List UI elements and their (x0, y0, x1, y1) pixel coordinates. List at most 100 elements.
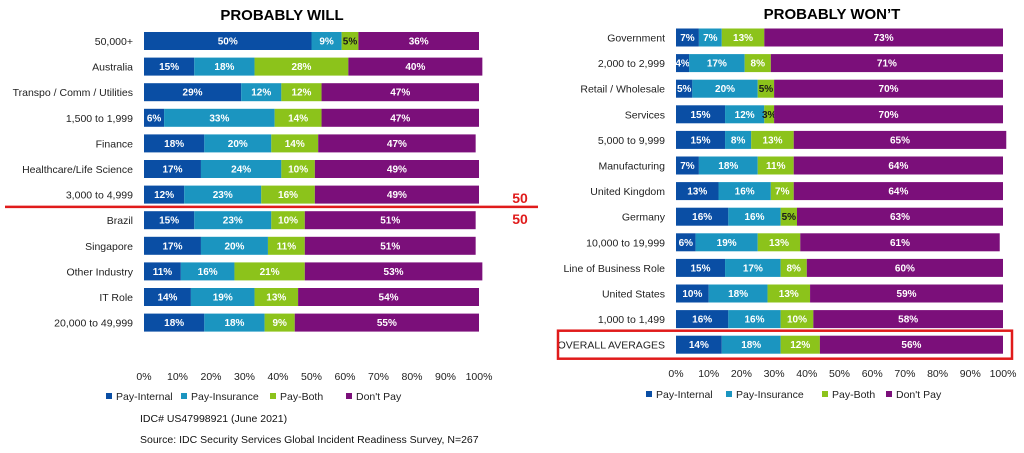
left-bar-row-brazil: Brazil 15% 23% 10% 51% (107, 211, 476, 230)
overall-averages-highlight-box (556, 329, 1014, 360)
data-label-dont-pay: 40% (405, 62, 425, 73)
data-label-pay-both: 12% (790, 340, 810, 351)
left-bar-row-healthcare-life-science: Healthcare/Life Science 17% 24% 10% 49% (22, 160, 479, 178)
bar-segment-pay-insurance (698, 28, 722, 47)
x-tick-label: 90% (960, 368, 981, 380)
category-label: Government (607, 33, 665, 45)
data-label-pay-insurance: 24% (231, 165, 251, 176)
data-label-dont-pay: 49% (387, 165, 407, 176)
left-chart-title: PROBABLY WILL (220, 7, 343, 24)
bar-segment-pay-both (751, 130, 794, 149)
legend-label-pay-insurance: Pay-Insurance (736, 389, 804, 401)
x-tick-label: 50% (301, 371, 322, 383)
left-bar-row-other-industry: Other Industry 11% 16% 21% 53% (66, 262, 483, 281)
x-tick-label: 90% (435, 371, 456, 383)
category-label: Services (625, 109, 665, 121)
data-label-pay-internal: 16% (692, 315, 712, 326)
bar-segment-pay-internal (144, 262, 181, 281)
bar-segment-pay-insurance (194, 211, 272, 230)
data-label-pay-internal: 4% (675, 59, 690, 70)
bar-segment-dont-pay (298, 288, 479, 306)
bar-segment-pay-insurance (689, 54, 745, 73)
data-label-pay-insurance: 16% (198, 267, 218, 278)
bar-segment-pay-insurance (204, 313, 265, 332)
data-label-pay-both: 5% (782, 212, 797, 223)
bar-segment-pay-insurance (718, 182, 771, 201)
bar-segment-pay-insurance (180, 262, 235, 281)
bar-segment-dont-pay (806, 258, 1003, 277)
data-label-pay-insurance: 17% (743, 263, 763, 274)
bar-segment-pay-insurance (241, 83, 282, 102)
left-bar-row-australia: Australia 15% 18% 28% 40% (92, 57, 483, 76)
bar-segment-pay-insurance (725, 258, 781, 277)
category-label: OVERALL AVERAGES (558, 340, 665, 352)
data-label-pay-both: 14% (288, 113, 308, 124)
data-label-pay-both: 3% (762, 110, 777, 121)
x-tick-label: 20% (731, 368, 752, 380)
data-label-pay-both: 21% (260, 267, 280, 278)
right-bar-row-overall-averages: OVERALL AVERAGES 14% 18% 12% 56% (558, 335, 1003, 354)
data-label-pay-both: 5% (343, 37, 358, 48)
data-label-pay-internal: 11% (153, 267, 173, 278)
category-label: United States (602, 289, 665, 301)
data-label-pay-both: 13% (733, 33, 753, 44)
data-label-pay-both: 9% (272, 318, 287, 329)
bar-segment-pay-internal (144, 108, 165, 127)
data-label-pay-internal: 16% (692, 212, 712, 223)
data-label-pay-internal: 14% (157, 293, 177, 304)
bar-segment-pay-both (780, 310, 814, 329)
data-label-pay-insurance: 9% (319, 37, 334, 48)
bar-segment-pay-internal (144, 211, 195, 230)
bar-segment-pay-insurance (190, 288, 255, 306)
bar-segment-dont-pay (318, 134, 476, 153)
right-chart-title: PROBABLY WON’T (764, 6, 901, 23)
legend-swatch-dont-pay (346, 393, 352, 399)
bar-segment-pay-insurance (311, 32, 342, 50)
data-label-dont-pay: 58% (898, 315, 918, 326)
bar-segment-pay-insurance (721, 335, 781, 354)
data-label-pay-insurance: 19% (213, 293, 233, 304)
legend-label-pay-both: Pay-Both (832, 389, 875, 401)
bar-segment-dont-pay (770, 54, 1003, 73)
bar-segment-dont-pay (321, 83, 479, 102)
category-label: Finance (96, 138, 134, 150)
data-label-pay-both: 13% (762, 135, 782, 146)
right-bar-row-5-000-to-9-999: 5,000 to 9,999 15% 8% 13% 65% (598, 130, 1007, 149)
data-label-pay-internal: 13% (687, 187, 707, 198)
bar-segment-pay-internal (676, 207, 729, 226)
threshold-marker-below: 50 (512, 211, 528, 227)
data-label-dont-pay: 51% (380, 216, 400, 227)
category-label: Australia (92, 62, 133, 74)
bar-segment-pay-internal (144, 83, 242, 102)
left-bar-row-it-role: IT Role 14% 19% 13% 54% (99, 288, 479, 306)
data-label-pay-both: 8% (751, 59, 766, 70)
bar-segment-dont-pay (314, 185, 479, 204)
data-label-pay-insurance: 16% (744, 315, 764, 326)
left-legend: Pay-Internal Pay-Insurance Pay-Both Don't P… (106, 391, 402, 403)
bar-segment-pay-both (261, 185, 315, 204)
left-bar-row-singapore: Singapore 17% 20% 11% 51% (85, 236, 476, 255)
data-label-pay-insurance: 23% (223, 216, 243, 227)
data-label-pay-internal: 7% (680, 33, 695, 44)
bar-segment-pay-insurance (692, 79, 758, 98)
data-label-pay-both: 14% (285, 139, 305, 150)
data-label-dont-pay: 56% (901, 340, 921, 351)
right-bar-row-line-of-business-role: Line of Business Role 15% 17% 8% 60% (563, 258, 1003, 277)
bar-segment-pay-insurance (728, 207, 781, 226)
legend-swatch-dont-pay (886, 391, 892, 397)
data-label-pay-insurance: 18% (728, 289, 748, 300)
data-label-pay-internal: 6% (147, 113, 162, 124)
bar-segment-pay-both (780, 258, 807, 277)
bar-segment-pay-internal (144, 32, 312, 50)
left-bar-row-finance: Finance 18% 20% 14% 47% (96, 134, 476, 153)
bar-segment-pay-both (234, 262, 305, 281)
bar-segment-pay-insurance (194, 57, 255, 76)
right-bar-row-2-000-to-2-999: 2,000 to 2,999 4% 17% 8% 71% (598, 54, 1003, 73)
data-label-dont-pay: 47% (390, 88, 410, 99)
data-label-pay-insurance: 18% (214, 62, 234, 73)
bar-segment-pay-insurance (200, 236, 268, 255)
data-label-pay-internal: 18% (164, 139, 184, 150)
category-label: Brazil (107, 215, 133, 227)
right-bar-row-united-kingdom: United Kingdom 13% 16% 7% 64% (590, 182, 1003, 201)
